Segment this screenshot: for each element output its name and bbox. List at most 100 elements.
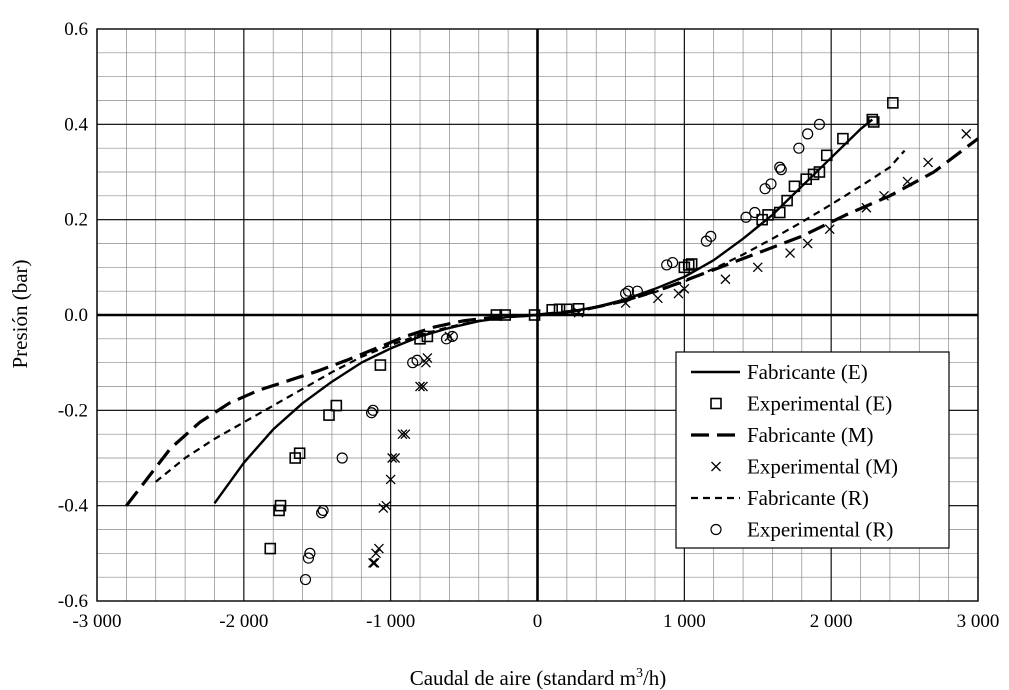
data-point xyxy=(553,303,566,316)
data-point xyxy=(756,213,768,226)
legend-entry: Fabricante (M) xyxy=(691,423,874,447)
x-axis-label-superscript: 3 xyxy=(636,666,643,681)
legend-label: Fabricante (E) xyxy=(747,360,868,384)
data-point xyxy=(800,173,813,185)
data-point xyxy=(752,262,763,273)
data-point xyxy=(740,211,752,223)
legend-box xyxy=(675,351,950,549)
series-fabricante-r xyxy=(155,149,906,483)
data-point xyxy=(923,157,934,168)
x-tick-label: 1 000 xyxy=(663,611,706,632)
data-point xyxy=(622,285,635,297)
data-point xyxy=(867,116,880,128)
data-point xyxy=(440,333,453,345)
data-point xyxy=(619,287,632,300)
series-experimental-e xyxy=(264,97,899,555)
data-point xyxy=(371,548,381,559)
data-point xyxy=(365,407,378,419)
x-axis-label-end: /h) xyxy=(643,666,666,690)
x-tick-label: -2 000 xyxy=(219,611,268,632)
x-axis-label-main: Caudal de aire (standard m xyxy=(410,666,636,690)
data-point xyxy=(299,573,312,586)
legend-label: Experimental (R) xyxy=(747,518,893,542)
data-point xyxy=(316,507,328,519)
y-tick-label: -0.4 xyxy=(58,496,89,517)
y-tick-label: 0.2 xyxy=(64,210,88,231)
x-tick-label: -3 000 xyxy=(72,611,121,632)
data-point xyxy=(373,543,384,554)
data-point xyxy=(368,557,379,568)
legend-marker-swatch xyxy=(710,397,722,410)
legend-marker-swatch xyxy=(710,523,722,536)
data-point xyxy=(446,330,458,343)
data-point xyxy=(774,161,786,173)
data-point xyxy=(666,256,679,269)
data-point xyxy=(802,128,814,140)
data-point xyxy=(720,274,731,285)
data-point xyxy=(788,180,801,193)
data-point xyxy=(385,474,396,485)
data-point xyxy=(420,357,431,368)
data-point xyxy=(961,128,972,139)
legend-entry: Fabricante (R) xyxy=(691,486,869,510)
data-point xyxy=(415,381,425,392)
y-tick-label: 0.0 xyxy=(64,305,88,326)
data-point xyxy=(400,429,411,440)
data-point xyxy=(369,557,380,568)
legend-label: Experimental (E) xyxy=(747,392,892,416)
data-point xyxy=(773,206,786,219)
data-point xyxy=(902,176,913,187)
data-point xyxy=(289,452,302,464)
legend-label: Fabricante (M) xyxy=(747,423,874,447)
data-point xyxy=(679,283,690,294)
series-experimental-r xyxy=(299,118,826,586)
data-point xyxy=(820,149,833,162)
legend-label: Fabricante (R) xyxy=(747,486,869,510)
data-point xyxy=(317,504,329,517)
data-point xyxy=(887,97,899,109)
series-layer xyxy=(125,97,979,586)
data-point xyxy=(700,235,712,247)
data-point xyxy=(387,453,398,463)
data-point xyxy=(421,330,434,343)
data-point xyxy=(336,452,348,464)
data-point xyxy=(678,261,691,274)
y-tick-label: 0.4 xyxy=(64,114,88,135)
data-point xyxy=(824,224,835,235)
data-point xyxy=(620,298,631,309)
data-point xyxy=(414,333,426,345)
data-point xyxy=(418,381,428,392)
data-point xyxy=(273,504,285,517)
data-point xyxy=(652,293,663,304)
data-point xyxy=(264,542,277,555)
series-experimental-m xyxy=(368,128,972,568)
data-point xyxy=(802,238,813,249)
data-point xyxy=(631,285,643,297)
data-point xyxy=(685,258,698,270)
data-point xyxy=(781,194,793,207)
x-tick-label: 2 000 xyxy=(810,611,853,632)
data-point xyxy=(866,113,879,126)
data-point xyxy=(407,357,419,369)
data-point xyxy=(390,453,401,463)
series-fabricante-m xyxy=(125,137,979,507)
y-axis-label: Presión (bar) xyxy=(8,259,32,368)
data-point xyxy=(813,118,826,130)
y-tick-label: -0.2 xyxy=(58,400,88,421)
data-point xyxy=(749,206,761,219)
data-point xyxy=(304,547,316,559)
data-point xyxy=(775,164,787,176)
x-tick-labels: -3 000 -2 000 -1 000 0 1 000 2 000 3 000 xyxy=(72,611,999,632)
series-line xyxy=(125,137,979,507)
data-point xyxy=(813,166,826,178)
data-point xyxy=(302,552,315,564)
data-point xyxy=(661,259,673,271)
x-tick-label: 3 000 xyxy=(957,611,1000,632)
y-tick-label: 0.6 xyxy=(64,19,88,40)
x-tick-label: -1 000 xyxy=(366,611,415,632)
legend-entry: Fabricante (E) xyxy=(691,360,868,384)
legend-entry: Experimental (R) xyxy=(710,518,893,542)
data-point xyxy=(561,303,573,316)
